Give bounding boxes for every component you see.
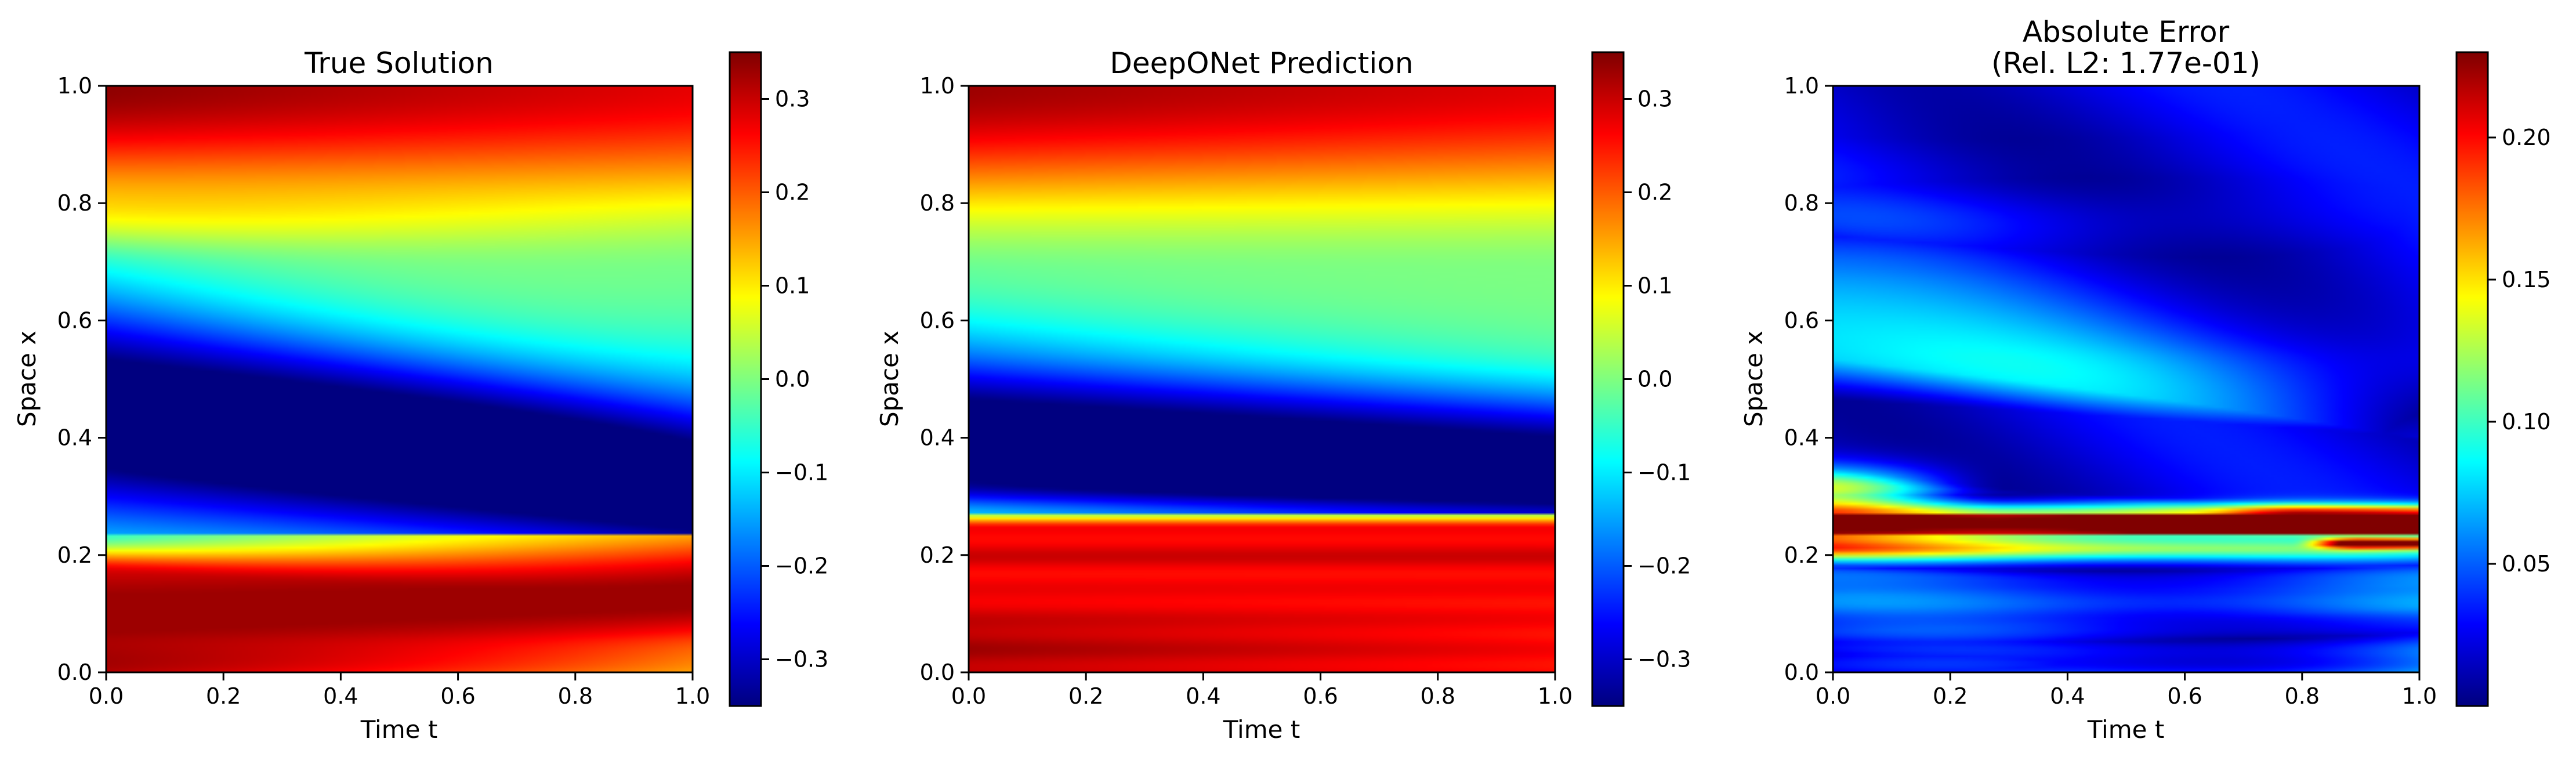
y-tick-label: 0.8 bbox=[920, 190, 955, 216]
y-axis-label: Space x bbox=[13, 331, 41, 427]
x-tick-label: 0.4 bbox=[323, 683, 358, 709]
x-tick-label: 0.2 bbox=[1068, 683, 1103, 709]
panel-deeponet-prediction: 0.0 0.2 0.4 0.6 0.8 1.0 0.0 0.2 0.4 0.6 0.8 1.0 De… bbox=[875, 46, 1573, 744]
chart-title: DeepONet Prediction bbox=[1110, 46, 1413, 80]
y-ticks: 0.0 0.2 0.4 0.6 0.8 1.0 bbox=[57, 73, 106, 685]
y-tick-label: 0.2 bbox=[57, 542, 92, 568]
colorbar-tick-label: 0.2 bbox=[1637, 180, 1672, 205]
colorbar-tick-label: 0.0 bbox=[775, 367, 810, 392]
x-tick-label: 0.8 bbox=[2285, 683, 2320, 709]
y-axis-label: Space x bbox=[875, 331, 904, 427]
y-axis-label: Space x bbox=[1740, 331, 1768, 427]
x-tick-label: 0.2 bbox=[206, 683, 241, 709]
y-tick-label: 1.0 bbox=[57, 73, 92, 99]
y-ticks: 0.0 0.2 0.4 0.6 0.8 1.0 bbox=[920, 73, 969, 685]
heatmap-deeponet-prediction bbox=[969, 86, 1555, 672]
colorbar-tick-label: −0.2 bbox=[1637, 553, 1691, 579]
colorbar-gradient bbox=[2457, 52, 2488, 706]
colorbar-gradient bbox=[1592, 52, 1624, 706]
y-tick-label: 0.4 bbox=[920, 425, 955, 451]
y-tick-label: 1.0 bbox=[1784, 73, 1819, 99]
colorbar-tick-label: 0.3 bbox=[775, 86, 810, 112]
heatmap-absolute-error bbox=[1833, 86, 2419, 672]
x-tick-label: 0.8 bbox=[1421, 683, 1455, 709]
y-tick-label: 0.6 bbox=[57, 307, 92, 333]
x-tick-label: 0.4 bbox=[2050, 683, 2085, 709]
x-ticks: 0.0 0.2 0.4 0.6 0.8 1.0 bbox=[1816, 672, 2437, 709]
y-tick-label: 0.0 bbox=[920, 660, 955, 685]
y-tick-label: 0.6 bbox=[1784, 307, 1819, 333]
x-tick-label: 1.0 bbox=[2402, 683, 2437, 709]
x-tick-label: 0.6 bbox=[1303, 683, 1338, 709]
colorbar-tick-label: 0.10 bbox=[2502, 409, 2551, 434]
y-tick-label: 0.0 bbox=[1784, 660, 1819, 685]
panel-absolute-error: 0.0 0.2 0.4 0.6 0.8 1.0 0.0 0.2 0.4 0.6 0.8 1.0 Ab… bbox=[1740, 15, 2437, 744]
x-tick-label: 1.0 bbox=[675, 683, 710, 709]
colorbar-tick-label: 0.3 bbox=[1637, 86, 1672, 112]
colorbar-tick-label: 0.0 bbox=[1637, 367, 1672, 392]
colorbar-tick-label: −0.2 bbox=[775, 553, 828, 579]
y-tick-label: 0.8 bbox=[57, 190, 92, 216]
colorbar-tick-label: 0.1 bbox=[775, 273, 810, 299]
x-tick-label: 0.6 bbox=[440, 683, 475, 709]
y-tick-label: 0.8 bbox=[1784, 190, 1819, 216]
colorbar-tick-label: 0.05 bbox=[2502, 551, 2551, 577]
colorbar-true-solution: −0.3 −0.2 −0.1 0.0 0.1 0.2 0.3 bbox=[729, 51, 828, 707]
y-tick-label: 0.0 bbox=[57, 660, 92, 685]
x-tick-label: 0.2 bbox=[1933, 683, 1968, 709]
colorbar-tick-label: 0.1 bbox=[1637, 273, 1672, 299]
x-tick-label: 0.0 bbox=[89, 683, 124, 709]
x-axis-label: Time t bbox=[360, 715, 438, 744]
axes-frame bbox=[968, 85, 1556, 674]
chart-title: Absolute Error bbox=[2023, 15, 2230, 49]
colorbar-deeponet-prediction: −0.3 −0.2 −0.1 0.0 0.1 0.2 0.3 bbox=[1591, 51, 1691, 707]
y-ticks: 0.0 0.2 0.4 0.6 0.8 1.0 bbox=[1784, 73, 1833, 685]
colorbar-tick-label: 0.20 bbox=[2502, 125, 2551, 150]
colorbar-ticks: −0.3 −0.2 −0.1 0.0 0.1 0.2 0.3 bbox=[761, 86, 828, 672]
colorbar-tick-label: −0.3 bbox=[775, 647, 828, 672]
heatmap-true-solution bbox=[106, 86, 693, 672]
x-axis-label: Time t bbox=[1223, 715, 1300, 744]
colorbar-tick-label: −0.1 bbox=[1637, 460, 1691, 486]
chart-subtitle: (Rel. L2: 1.77e-01) bbox=[1991, 46, 2260, 80]
colorbar-ticks: −0.3 −0.2 −0.1 0.0 0.1 0.2 0.3 bbox=[1624, 86, 1691, 672]
colorbar-absolute-error: 0.05 0.10 0.15 0.20 bbox=[2455, 51, 2551, 707]
y-tick-label: 0.4 bbox=[57, 425, 92, 451]
y-tick-label: 0.2 bbox=[920, 542, 955, 568]
x-axis-label: Time t bbox=[2087, 715, 2165, 744]
colorbar-tick-label: 0.15 bbox=[2502, 267, 2551, 292]
y-tick-label: 0.6 bbox=[920, 307, 955, 333]
colorbar-tick-label: −0.3 bbox=[1637, 647, 1691, 672]
y-tick-label: 1.0 bbox=[920, 73, 955, 99]
colorbar-tick-label: 0.2 bbox=[775, 180, 810, 205]
x-tick-label: 0.6 bbox=[2167, 683, 2202, 709]
x-tick-label: 1.0 bbox=[1538, 683, 1573, 709]
y-tick-label: 0.2 bbox=[1784, 542, 1819, 568]
chart-title: True Solution bbox=[304, 46, 494, 80]
x-ticks: 0.0 0.2 0.4 0.6 0.8 1.0 bbox=[89, 672, 710, 709]
colorbar-tick-label: −0.1 bbox=[775, 460, 828, 486]
x-tick-label: 0.8 bbox=[558, 683, 593, 709]
axes-frame bbox=[105, 85, 694, 674]
colorbar-ticks: 0.05 0.10 0.15 0.20 bbox=[2488, 125, 2551, 577]
axes-frame bbox=[1832, 85, 2421, 674]
panel-true-solution: 0.0 0.2 0.4 0.6 0.8 1.0 0.0 0.2 0.4 0.6 0.8 1.0 Tr… bbox=[13, 46, 710, 744]
x-tick-label: 0.4 bbox=[1186, 683, 1220, 709]
x-tick-label: 0.0 bbox=[1816, 683, 1850, 709]
colorbar-gradient bbox=[730, 52, 761, 706]
colorbar-frame bbox=[2455, 51, 2489, 707]
x-ticks: 0.0 0.2 0.4 0.6 0.8 1.0 bbox=[951, 672, 1573, 709]
y-tick-label: 0.4 bbox=[1784, 425, 1819, 451]
x-tick-label: 0.0 bbox=[951, 683, 986, 709]
